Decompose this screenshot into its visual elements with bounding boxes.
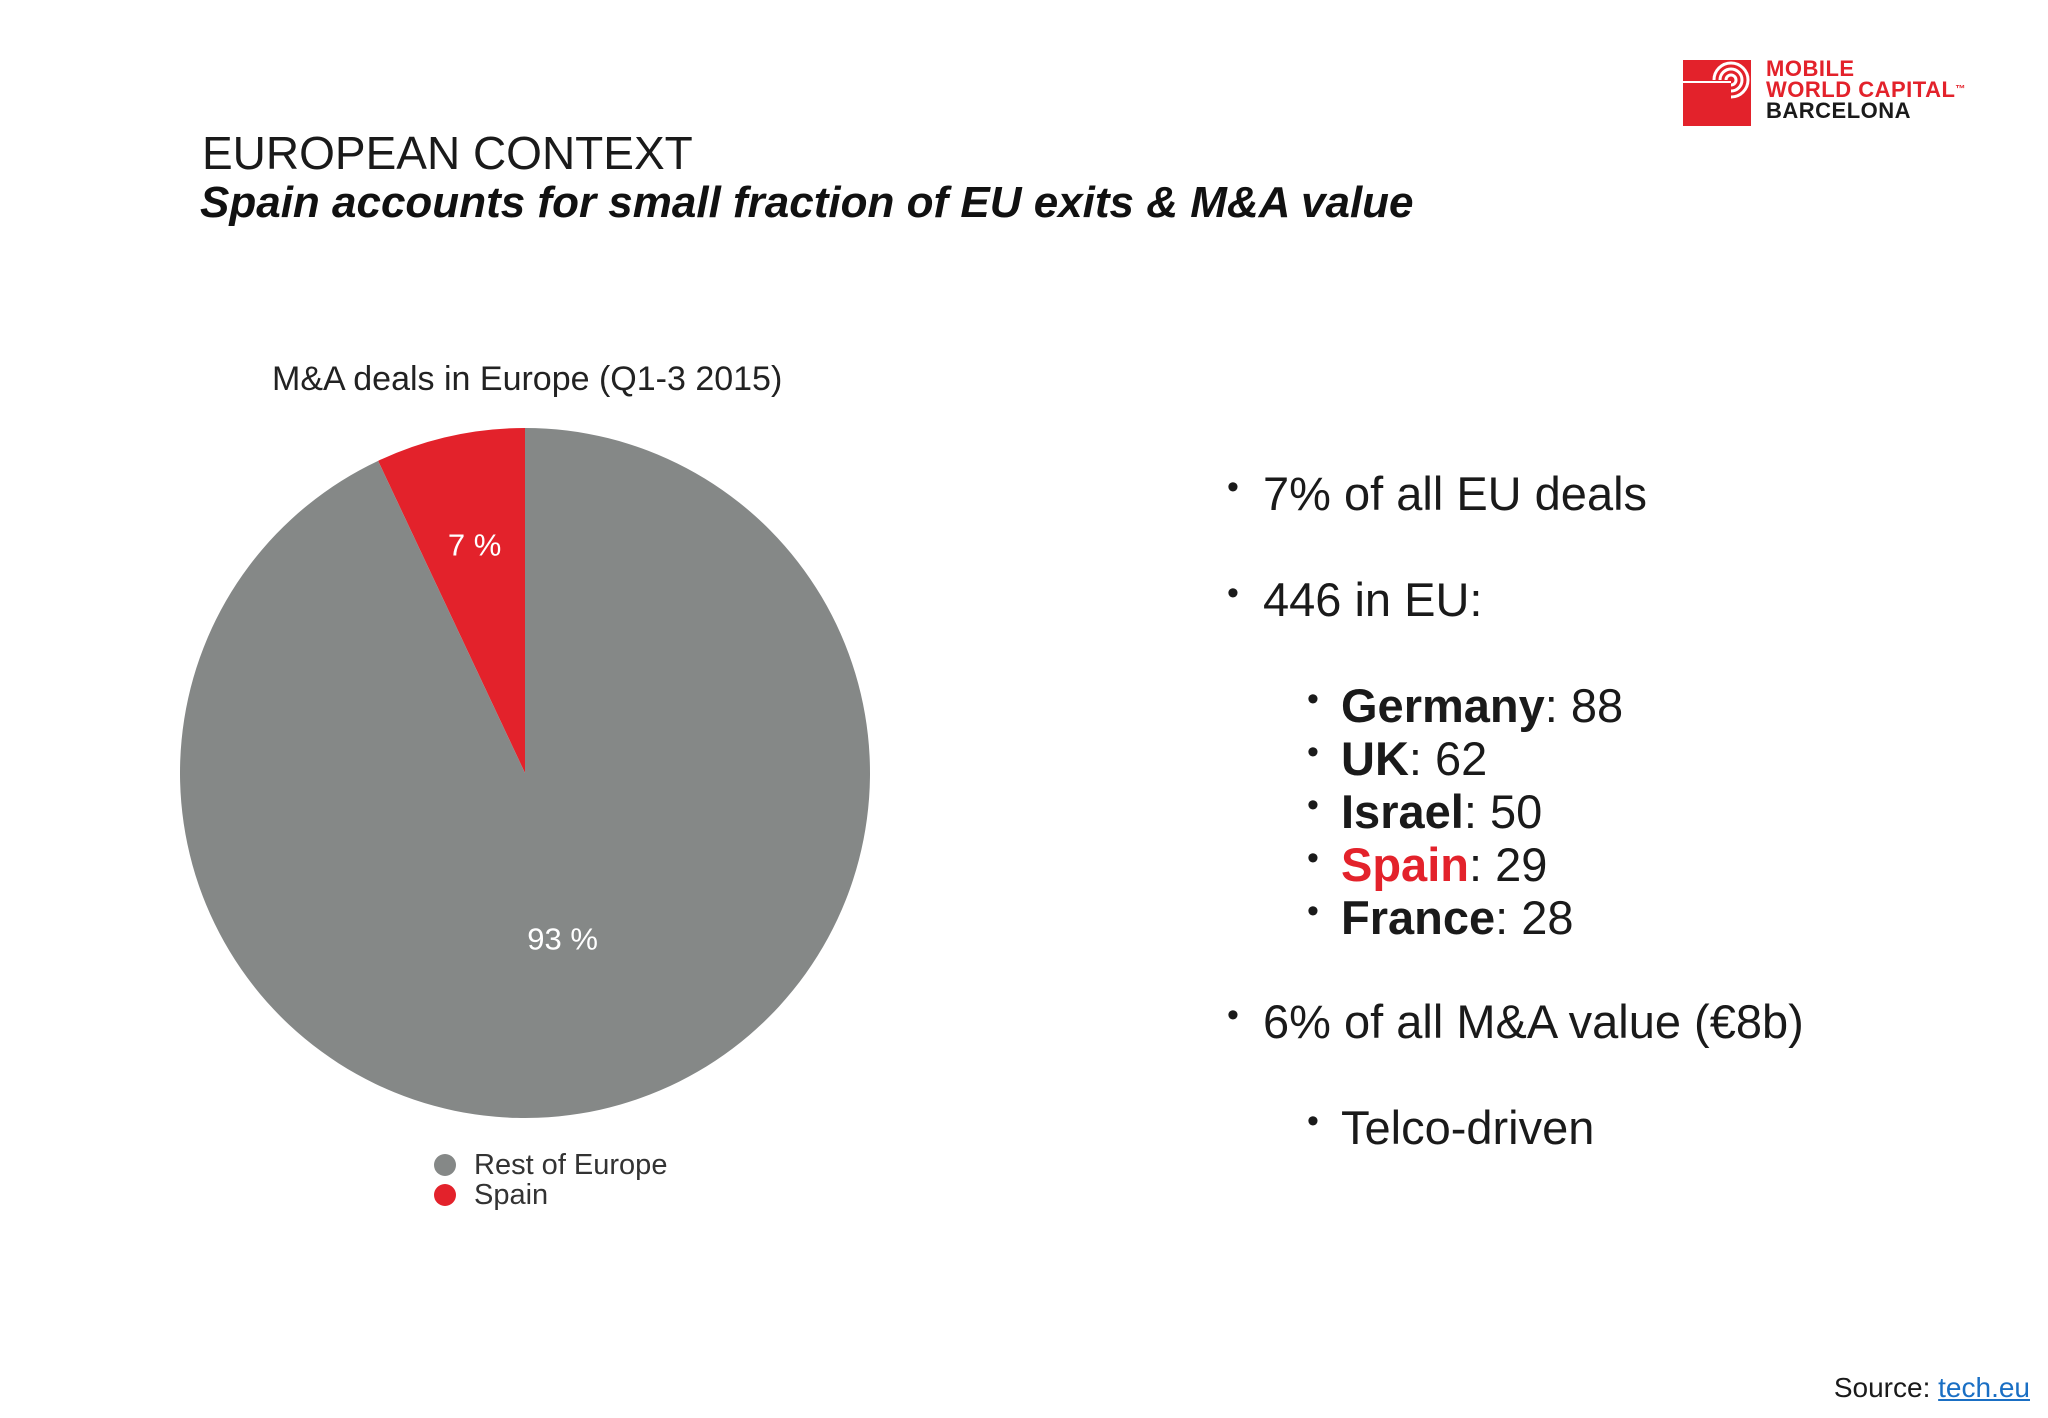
section-kicker: EUROPEAN CONTEXT [202,127,693,179]
pie-label-rest-of-europe: 93 % [527,922,598,957]
country-name: France [1341,891,1496,944]
legend-label-spain: Spain [474,1178,549,1211]
bullet-dot: • [1307,733,1319,771]
legend-item-rest-of-europe: Rest of Europe [434,1148,668,1181]
source-note: Source: tech.eu [1834,1372,2030,1404]
bullet-dot: • [1307,839,1319,877]
country-item: • Germany: 88 [1307,678,1624,733]
bullet-dot: • [1307,680,1319,718]
logo-line-3: BARCELONA [1766,98,1912,123]
logo-line-1: MOBILE [1766,56,1855,81]
country-count: : 29 [1468,838,1548,891]
pie-label-spain: 7 % [448,528,501,563]
bullet-eu-total: • 446 in EU: [1227,572,1483,627]
source-label: Source: [1833,1372,1939,1403]
bullet-dot: • [1307,786,1319,824]
country-count: : 88 [1544,679,1624,732]
country-name-highlighted: Spain [1341,838,1469,891]
legend-swatch-spain [434,1184,456,1206]
mwc-logo: MOBILE WORLD CAPITAL™ BARCELONA [1683,58,1983,128]
country-item: • UK: 62 [1307,731,1488,786]
bullet-dot: • [1227,574,1239,612]
pie-slice-rest-of-europe [180,428,871,1118]
bullet-telco: • Telco-driven [1307,1100,1595,1155]
bullet-text: 7% of all EU deals [1263,467,1648,520]
bullet-dot: • [1307,892,1319,930]
country-name: Israel [1341,785,1464,838]
country-count: : 50 [1463,785,1543,838]
bullet-dot: • [1307,1102,1319,1140]
bullet-dot: • [1227,996,1239,1034]
legend-swatch-rest-of-europe [434,1154,456,1176]
bullet-ma-value: • 6% of all M&A value (€8b) [1227,994,1804,1049]
bullet-eu-deals: • 7% of all EU deals [1227,466,1648,521]
legend-label-rest-of-europe: Rest of Europe [474,1148,668,1181]
chart-legend: Rest of Europe Spain [434,1148,668,1211]
source-link[interactable]: tech.eu [1938,1372,2030,1403]
chart-title: M&A deals in Europe (Q1-3 2015) [272,360,783,398]
bullet-text: 6% of all M&A value (€8b) [1263,995,1804,1048]
mwc-logo-mark-icon [1683,60,1751,126]
country-name: Germany [1341,679,1545,732]
logo-line-2: WORLD CAPITAL [1766,77,1956,102]
slide-title: Spain accounts for small fraction of EU … [200,178,1414,227]
bullet-dot: • [1227,468,1239,506]
bullet-text: Telco-driven [1341,1101,1595,1154]
country-count: : 28 [1495,891,1574,944]
country-item: • Spain: 29 [1307,837,1548,892]
logo-tm: ™ [1955,84,1966,95]
bullet-text: 446 in EU: [1263,573,1483,626]
legend-item-spain: Spain [434,1178,667,1211]
country-count: : 62 [1408,732,1488,785]
country-name: UK [1341,732,1409,785]
country-item: • Israel: 50 [1307,784,1543,839]
pie-slice-spain [378,428,525,773]
country-item: • France: 28 [1307,890,1574,945]
